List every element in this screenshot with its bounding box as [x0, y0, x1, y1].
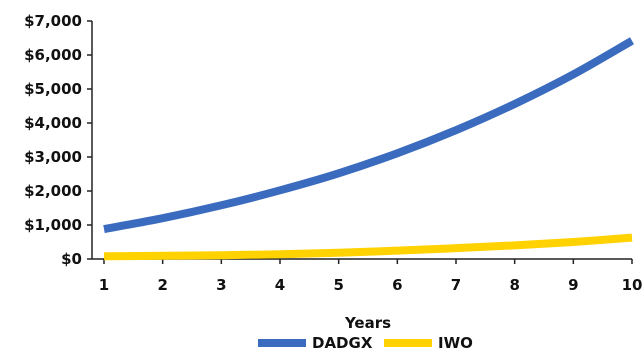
x-tick-label: 6 — [392, 276, 402, 294]
x-tick-label: 10 — [622, 276, 643, 294]
series-layer — [103, 37, 634, 261]
y-axis: $0 $1,000 $2,000 $3,000 $4,000 $5,000 $6,000 $7… — [24, 12, 93, 268]
x-tick-label: 4 — [275, 276, 285, 294]
x-tick-label: 8 — [509, 276, 519, 294]
x-tick-label: 9 — [568, 276, 578, 294]
x-tick-label: 7 — [451, 276, 461, 294]
x-tick-label: 1 — [99, 276, 109, 294]
series-line-dadgx — [103, 37, 634, 234]
legend-label-iwo: IWO — [438, 334, 473, 352]
y-tick-label: $2,000 — [24, 182, 82, 200]
y-tick-label: $6,000 — [24, 46, 82, 64]
x-tick-label: 5 — [333, 276, 343, 294]
y-tick-label: $0 — [61, 250, 82, 268]
y-tick-label: $4,000 — [24, 114, 82, 132]
y-tick-label: $7,000 — [24, 12, 82, 30]
series-line-iwo — [103, 233, 633, 261]
legend-label-dadgx: DADGX — [312, 334, 373, 352]
y-tick-label: $5,000 — [24, 80, 82, 98]
legend: DADGX IWO — [258, 334, 473, 352]
y-tick-label: $3,000 — [24, 148, 82, 166]
x-tick-label: 3 — [216, 276, 226, 294]
x-axis-title: Years — [344, 314, 391, 332]
y-tick-label: $1,000 — [24, 216, 82, 234]
x-tick-label: 2 — [157, 276, 167, 294]
x-axis: 1 2 3 4 5 6 7 8 9 10 Years — [92, 258, 643, 332]
